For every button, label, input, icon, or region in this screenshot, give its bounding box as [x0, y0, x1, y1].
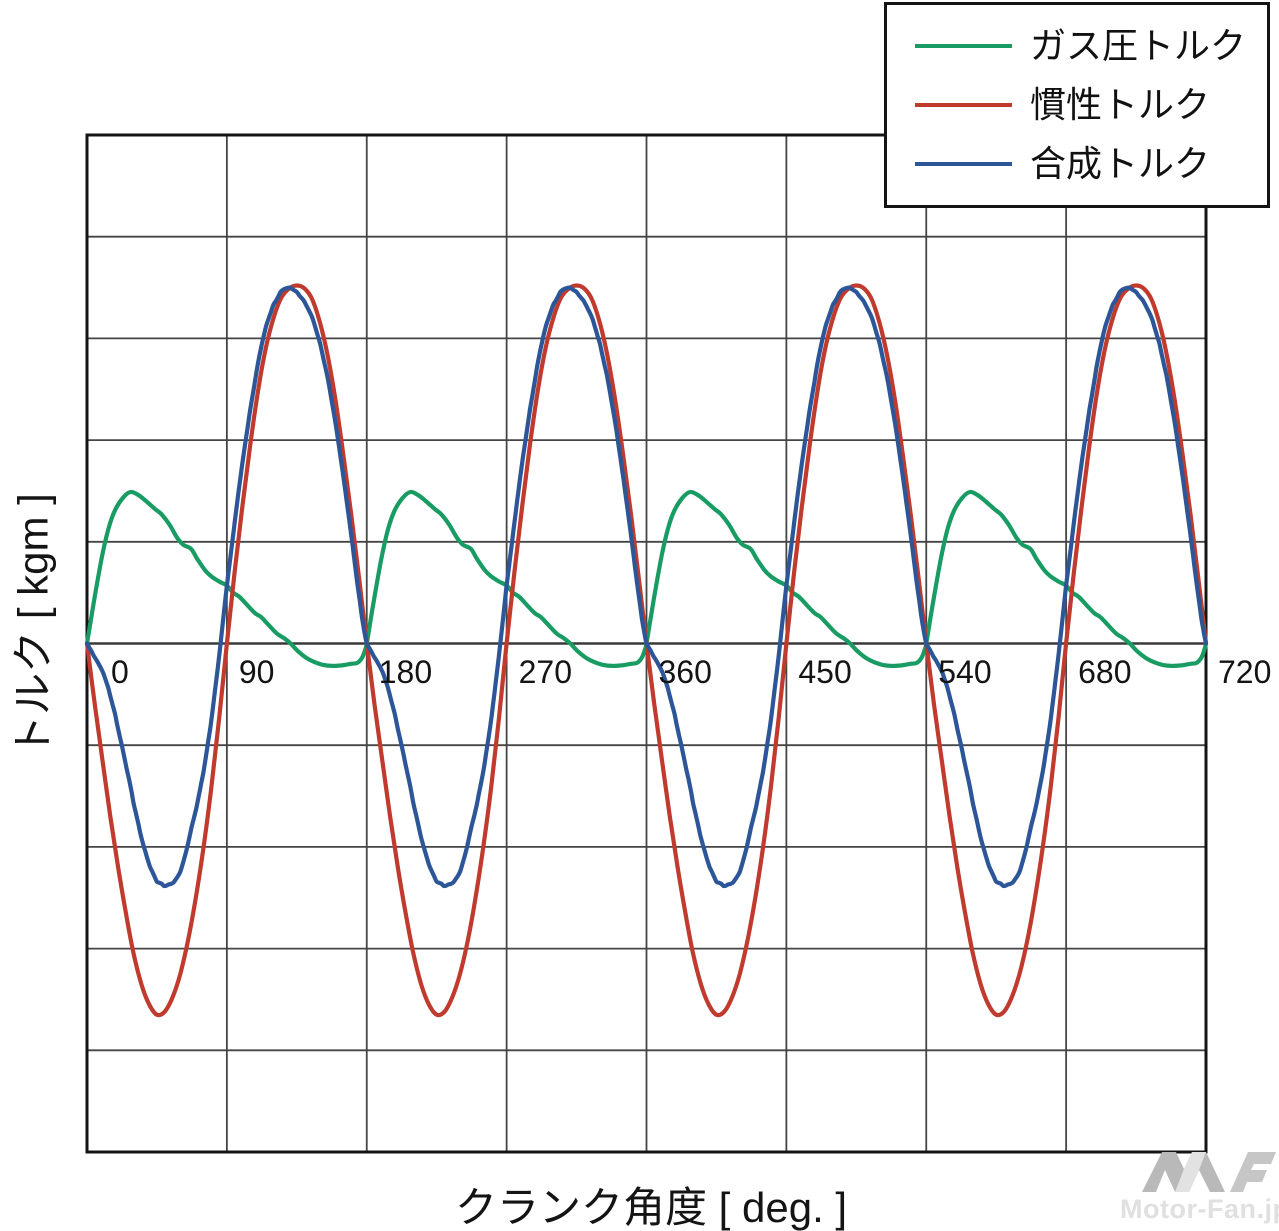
- x-tick-label-360: 360: [658, 654, 712, 690]
- x-tick-label-180: 180: [378, 654, 433, 690]
- legend-line-swatch-gas-pressure-torque: [915, 44, 1012, 48]
- legend-item-gas-pressure-torque: ガス圧トルク: [887, 28, 1267, 64]
- legend-label-combined-torque: 合成トルク: [1030, 143, 1211, 184]
- x-tick-label-720: 720: [1218, 654, 1272, 690]
- watermark: Motor-Fan.jp: [1118, 1148, 1279, 1228]
- x-axis-label: クランク角度 [ deg. ]: [455, 1184, 848, 1231]
- x-tick-label-90: 90: [238, 654, 275, 690]
- series-line-combined-torque: [84, 285, 1209, 889]
- legend-label-gas-pressure-torque: ガス圧トルク: [1030, 25, 1247, 66]
- x-tick-label-270: 270: [518, 654, 573, 690]
- watermark-text: Motor-Fan.jp: [1120, 1194, 1279, 1224]
- x-tick-label-680: 680: [1078, 654, 1132, 690]
- legend-item-combined-torque: 合成トルク: [887, 146, 1267, 182]
- x-tick-label-450: 450: [798, 654, 852, 690]
- x-tick-label-0: 0: [111, 654, 129, 690]
- legend-line-swatch-combined-torque: [915, 162, 1012, 166]
- legend-line-swatch-inertia-torque: [915, 103, 1012, 107]
- legend-label-inertia-torque: 慣性トルク: [1030, 84, 1211, 125]
- legend-item-inertia-torque: 慣性トルク: [887, 87, 1267, 123]
- motor-fan-logo: [1142, 1152, 1276, 1192]
- x-tick-label-540: 540: [938, 654, 992, 690]
- y-axis-label: トルク [ kgm ]: [9, 493, 57, 757]
- legend: ガス圧トルク 慣性トルク合成トルク: [884, 2, 1270, 208]
